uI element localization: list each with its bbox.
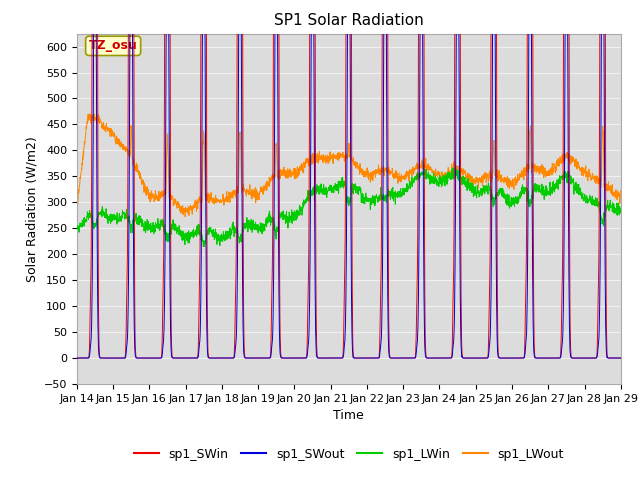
sp1_LWout — [225, 189, 233, 195]
Text: TZ_osu: TZ_osu — [89, 39, 138, 52]
sp1_SWout — [617, 355, 625, 361]
sp1_LWin — [617, 209, 625, 215]
sp1_LWin — [376, 191, 384, 197]
sp1_LWin — [73, 224, 81, 230]
Line: sp1_SWout: sp1_SWout — [77, 0, 621, 358]
sp1_SWout — [225, 355, 232, 361]
sp1_LWout — [365, 173, 372, 179]
sp1_LWout — [617, 188, 625, 193]
sp1_SWout — [507, 355, 515, 361]
Line: sp1_LWin: sp1_LWin — [77, 168, 621, 246]
sp1_SWout — [73, 355, 81, 361]
sp1_SWin — [584, 355, 591, 361]
sp1_LWin — [365, 199, 372, 204]
sp1_SWout — [376, 348, 384, 354]
sp1_LWout — [181, 214, 189, 219]
sp1_SWout — [569, 355, 577, 361]
sp1_SWin — [365, 355, 372, 361]
sp1_LWin — [570, 178, 577, 184]
sp1_SWin — [569, 355, 577, 361]
sp1_LWout — [570, 158, 577, 164]
sp1_SWin — [376, 319, 384, 324]
Title: SP1 Solar Radiation: SP1 Solar Radiation — [274, 13, 424, 28]
sp1_SWin — [507, 355, 515, 361]
sp1_LWin — [200, 243, 207, 249]
Line: sp1_LWout: sp1_LWout — [77, 114, 621, 216]
sp1_SWin — [73, 355, 81, 361]
sp1_LWout — [73, 206, 81, 212]
sp1_LWout — [84, 111, 92, 117]
X-axis label: Time: Time — [333, 409, 364, 422]
sp1_LWout — [377, 167, 385, 172]
sp1_LWin — [449, 165, 457, 171]
sp1_LWin — [508, 194, 515, 200]
Y-axis label: Solar Radiation (W/m2): Solar Radiation (W/m2) — [25, 136, 38, 282]
sp1_LWout — [584, 172, 592, 178]
sp1_SWin — [617, 355, 625, 361]
sp1_LWout — [508, 183, 515, 189]
sp1_LWin — [584, 198, 592, 204]
Line: sp1_SWin: sp1_SWin — [77, 0, 621, 358]
Legend: sp1_SWin, sp1_SWout, sp1_LWin, sp1_LWout: sp1_SWin, sp1_SWout, sp1_LWin, sp1_LWout — [129, 443, 569, 466]
sp1_LWin — [225, 231, 232, 237]
sp1_SWout — [365, 355, 372, 361]
sp1_SWout — [584, 355, 592, 361]
sp1_SWin — [225, 355, 232, 361]
